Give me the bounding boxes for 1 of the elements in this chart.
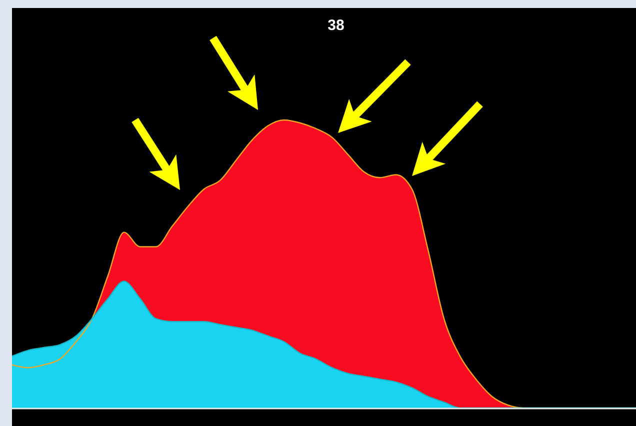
chart-title: 38 bbox=[328, 17, 344, 34]
